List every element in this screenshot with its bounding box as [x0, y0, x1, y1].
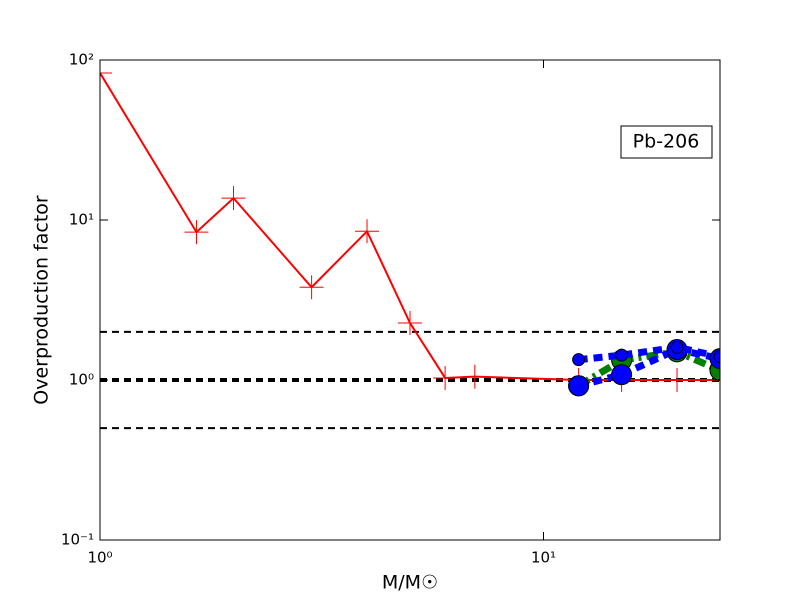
- marker: [670, 340, 684, 354]
- series-line: [578, 343, 720, 364]
- y-tick-label: 10⁰: [69, 371, 94, 389]
- marker: [398, 311, 422, 336]
- marker: [572, 353, 586, 367]
- marker: [611, 364, 633, 386]
- marker: [100, 60, 112, 85]
- axes-frame: [99, 59, 721, 541]
- x-axis-label: M/M☉: [382, 572, 438, 594]
- marker: [184, 220, 209, 245]
- annotation-box: [620, 125, 713, 159]
- marker: [713, 350, 720, 364]
- x-tick-label: 10⁰: [87, 549, 112, 567]
- marker: [665, 368, 690, 392]
- plot-area: [100, 60, 720, 430]
- marker: [433, 365, 458, 390]
- marker: [299, 275, 324, 300]
- y-axis-label: Overproduction factor: [31, 195, 53, 405]
- marker: [615, 348, 629, 362]
- x-tick-label: 10¹: [531, 549, 556, 567]
- y-tick-label: 10¹: [69, 211, 94, 229]
- marker: [221, 186, 246, 211]
- marker: [462, 364, 487, 389]
- marker: [355, 219, 380, 244]
- marker: [568, 375, 590, 397]
- y-tick-label: 10⁻¹: [61, 531, 94, 549]
- annotation: Pb-206: [633, 131, 700, 153]
- y-tick-label: 10²: [69, 51, 94, 69]
- series-line: [576, 348, 720, 389]
